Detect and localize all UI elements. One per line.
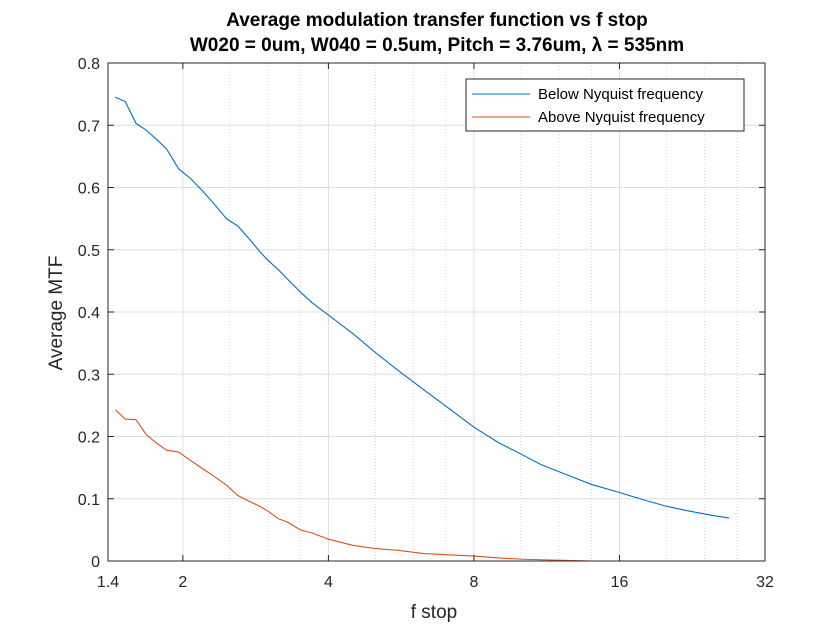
x-tick-label: 1.4: [97, 574, 119, 591]
chart-title: Average modulation transfer function vs …: [226, 10, 648, 31]
y-tick-label: 0.2: [78, 430, 100, 447]
series-lines: [114, 96, 730, 562]
x-tick-label: 32: [756, 574, 774, 591]
legend-box: [465, 78, 745, 132]
legend: Below Nyquist frequency Above Nyquist fr…: [465, 78, 745, 132]
ticks: 1.4 2 4 8 16 32 0 0.1 0.2 0.3 0.4 0.5 0.6 0.7 0.8: [78, 56, 774, 591]
x-tick-label: 4: [324, 574, 333, 591]
grid: [108, 63, 765, 561]
x-axis-label: f stop: [411, 602, 457, 623]
chart-subtitle: W020 = 0um, W040 = 0.5um, Pitch = 3.76um…: [190, 35, 684, 56]
y-tick-label: 0.1: [78, 492, 100, 509]
legend-label-below-nyquist: Below Nyquist frequency: [538, 86, 704, 103]
y-axis-label: Average MTF: [46, 256, 67, 371]
y-tick-label: 0.7: [78, 118, 100, 135]
legend-label-above-nyquist: Above Nyquist frequency: [538, 109, 705, 126]
x-tick-label: 8: [469, 574, 478, 591]
y-tick-label: 0.3: [78, 367, 100, 384]
y-tick-label: 0.8: [78, 56, 100, 73]
y-tick-label: 0.4: [78, 305, 100, 322]
series-line-below-nyquist: [115, 96, 730, 519]
y-tick-label: 0.6: [78, 181, 100, 198]
y-tick-label: 0.5: [78, 243, 100, 260]
x-tick-label: 16: [611, 574, 629, 591]
series-line-above-nyquist: [114, 409, 730, 562]
y-tick-label: 0: [91, 554, 100, 571]
x-tick-label: 2: [178, 574, 187, 591]
